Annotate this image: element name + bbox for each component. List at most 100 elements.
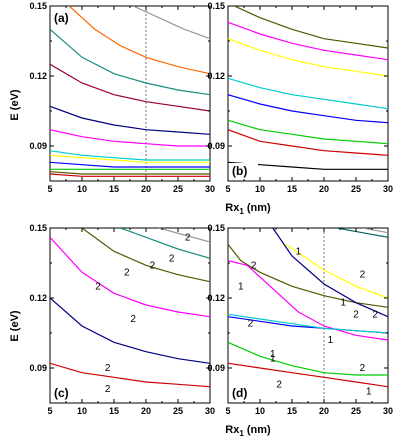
x-tick-label: 30 [205, 406, 215, 416]
x-tick-label: 20 [319, 184, 329, 194]
y-tick-label: 0.12 [29, 293, 47, 303]
series-line-12 [50, 173, 210, 177]
series-line-5 [50, 105, 210, 135]
x-tick-label: 25 [351, 406, 361, 416]
y-axis-label-top: E (eV) [9, 89, 21, 121]
y-tick-label: 0.09 [207, 141, 225, 151]
panel-label-bg [52, 385, 80, 401]
panel-label: (d) [232, 386, 247, 400]
curve-label: 2 [372, 309, 378, 320]
curve-label: 1 [328, 335, 334, 346]
x-tick-label: 25 [351, 184, 361, 194]
series-line-7 [50, 150, 210, 161]
panel-b: 5 10 15 20 25 30 0.09 0.12 0.15 (b) [207, 1, 393, 194]
series-line-6 [228, 119, 388, 145]
curve-label: 1 [340, 298, 346, 309]
series-line-8 [228, 362, 388, 388]
curve-label: 1 [296, 246, 302, 257]
x-axis-label-bottom: Rx1 (nm) [225, 424, 271, 438]
plot-area [49, 227, 211, 404]
curve-label: 2 [353, 309, 359, 320]
curve-label: 2 [251, 260, 257, 271]
panel-label: (c) [54, 386, 69, 400]
x-tick-label: 5 [225, 184, 230, 194]
series-line-4 [50, 236, 210, 318]
x-tick-label: 20 [141, 406, 151, 416]
x-tick-label: 15 [287, 406, 297, 416]
series-line-4 [50, 63, 210, 112]
panel-label-bg [230, 163, 258, 179]
y-tick-label: 0.15 [29, 1, 47, 11]
panel-label: (a) [54, 11, 69, 25]
curve-label: 2 [95, 281, 101, 292]
curve-label: 2 [276, 379, 282, 390]
series-line-3 [81, 228, 210, 283]
x-tick-label: 30 [383, 406, 393, 416]
y-tick-label: 0.15 [207, 223, 225, 233]
curve-label: 1 [366, 386, 372, 397]
curve-label: 2 [185, 232, 191, 243]
curve-label: 2 [248, 319, 254, 330]
series-line-2 [68, 6, 210, 75]
plot-area [49, 5, 211, 182]
series-line-7 [228, 129, 388, 156]
series-line-6 [50, 129, 210, 147]
series-line-6 [228, 313, 388, 334]
series-line-1 [120, 228, 210, 259]
panel-a: 5 10 15 20 25 30 0.09 0.12 0.15 (a) [29, 1, 215, 194]
curve-label: 2 [105, 363, 111, 374]
series-line-5 [50, 297, 210, 364]
series-line-9 [50, 161, 210, 168]
curve-label: 2 [360, 363, 366, 374]
x-axis-label-top: Rx1 (nm) [225, 202, 271, 216]
series-line-3 [228, 260, 388, 341]
x-tick-label: 20 [141, 184, 151, 194]
series-line-6 [50, 362, 210, 388]
series-line-4 [272, 228, 388, 318]
x-tick-label: 25 [173, 184, 183, 194]
series-line-7 [228, 341, 388, 376]
x-tick-label: 20 [319, 406, 329, 416]
x-tick-label: 15 [287, 184, 297, 194]
x-tick-label: 10 [77, 406, 87, 416]
x-tick-label: 5 [225, 406, 230, 416]
y-tick-label: 0.09 [207, 363, 225, 373]
series-line-10 [362, 228, 388, 234]
y-tick-label: 0.15 [29, 223, 47, 233]
curve-label: 1 [238, 281, 244, 292]
curve-label: 2 [360, 270, 366, 281]
x-tick-label: 30 [205, 184, 215, 194]
y-tick-label: 0.09 [29, 363, 47, 373]
curve-label: 1 [270, 354, 276, 365]
series-line-2 [228, 21, 388, 61]
x-tick-label: 10 [255, 406, 265, 416]
curve-label: 2 [124, 267, 130, 278]
curve-label: 2 [130, 314, 136, 325]
x-tick-label: 10 [77, 184, 87, 194]
y-tick-label: 0.12 [207, 293, 225, 303]
y-tick-label: 0.12 [207, 71, 225, 81]
series-line-4 [228, 77, 388, 110]
series-line-2 [285, 243, 388, 299]
series-line-5 [228, 94, 388, 124]
curve-label: 2 [169, 253, 175, 264]
y-axis-label-bottom: E (eV) [9, 310, 21, 342]
series-line-8 [50, 154, 210, 163]
x-tick-label: 15 [109, 184, 119, 194]
series-line-9 [336, 228, 388, 238]
series-line-1 [132, 6, 210, 40]
panel-label: (b) [232, 164, 247, 178]
series-line-3 [50, 28, 210, 96]
x-tick-label: 5 [47, 184, 52, 194]
series-line-3 [228, 38, 388, 77]
panel-label-bg [230, 385, 258, 401]
y-tick-label: 0.15 [207, 1, 225, 11]
x-tick-label: 10 [255, 184, 265, 194]
series-line-1 [234, 6, 388, 49]
x-tick-label: 30 [383, 184, 393, 194]
curve-label: 2 [105, 384, 111, 395]
series-line-11 [50, 171, 210, 175]
